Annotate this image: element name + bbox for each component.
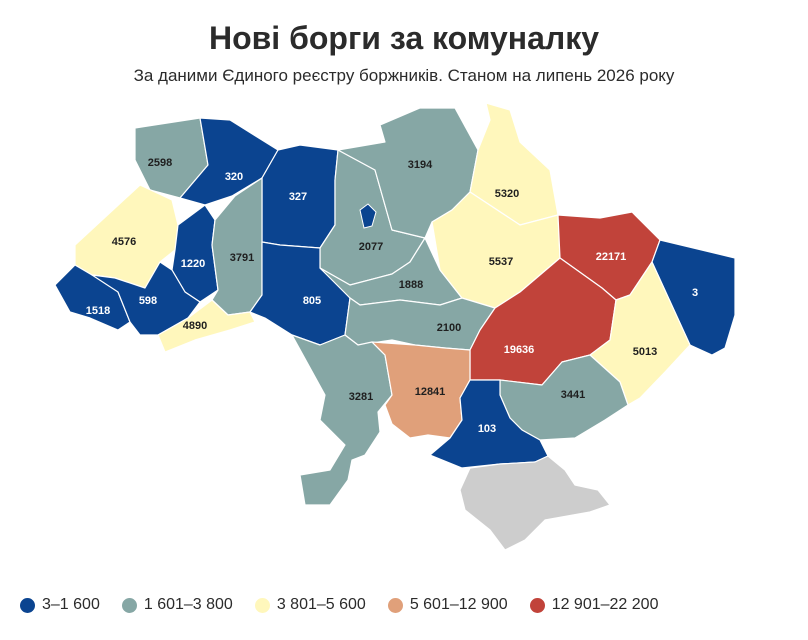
- region-value-luhansk: 3: [692, 287, 698, 299]
- region-value-ivano-frankivsk: 598: [139, 295, 157, 307]
- region-value-lviv: 4576: [112, 236, 136, 248]
- region-value-kherson: 103: [478, 423, 496, 435]
- legend-item: 3–1 600: [20, 596, 100, 614]
- region-value-rivne: 320: [225, 171, 243, 183]
- regions-layer: [54, 102, 736, 551]
- region-value-cherkasy: 1888: [399, 279, 423, 291]
- legend-swatch: [387, 597, 403, 613]
- legend-swatch: [529, 597, 545, 613]
- legend-item: 5 601–12 900: [387, 596, 508, 614]
- kyiv-city-marker: [359, 203, 377, 229]
- legend-item: 1 601–3 800: [121, 596, 233, 614]
- region-value-kharkiv: 22171: [596, 251, 627, 263]
- region-value-donetsk: 5013: [633, 346, 657, 358]
- region-value-chernivtsi: 4890: [183, 320, 207, 332]
- labels-layer: 2598 320 327 2077 3194 5320 4576 1220 3791 805 188…: [86, 157, 698, 435]
- region-chernivtsi: [157, 299, 256, 353]
- legend-label: 12 901–22 200: [551, 596, 659, 613]
- region-value-ternopil: 1220: [181, 258, 205, 270]
- region-value-sumy: 5320: [495, 188, 519, 200]
- region-odesa: [291, 334, 393, 506]
- region-value-volyn: 2598: [148, 157, 172, 169]
- legend-swatch: [20, 597, 35, 613]
- legend-label: 3 801–5 600: [276, 596, 366, 613]
- region-rivne: [179, 117, 279, 206]
- region-ivano-frankivsk: [91, 261, 201, 336]
- legend: 3–1 600 1 601–3 800 3 801–5 600 5 601–12…: [20, 596, 790, 614]
- legend-label: 1 601–3 800: [143, 596, 233, 613]
- legend-item: 3 801–5 600: [254, 596, 366, 614]
- region-value-dnipropetrovsk: 19636: [504, 344, 535, 356]
- legend-label: 3–1 600: [42, 596, 100, 613]
- legend-item: 12 901–22 200: [529, 596, 659, 614]
- region-value-zhytomyr: 327: [289, 191, 307, 203]
- map-subtitle: За даними Єдиного реєстру боржників. Ста…: [133, 66, 675, 85]
- region-donetsk: [589, 261, 691, 406]
- region-value-mykolaiv: 12841: [415, 386, 446, 398]
- region-crimea: [459, 455, 611, 551]
- region-value-odesa: 3281: [349, 391, 373, 403]
- legend-label: 5 601–12 900: [409, 596, 508, 613]
- region-value-poltava: 5537: [489, 256, 513, 268]
- region-kherson: [429, 379, 549, 469]
- region-value-kirovohrad: 2100: [437, 322, 461, 334]
- region-value-zakarpattia: 1518: [86, 305, 110, 317]
- region-value-kyiv-oblast: 2077: [359, 241, 383, 253]
- region-value-vinnytsia: 805: [303, 295, 321, 307]
- region-value-khmelnytskyi: 3791: [230, 252, 254, 264]
- legend-swatch: [121, 597, 137, 613]
- region-value-chernihiv: 3194: [408, 159, 433, 171]
- legend-swatch: [254, 597, 270, 613]
- region-value-zaporizhzhia: 3441: [561, 389, 585, 401]
- region-kirovohrad: [344, 297, 496, 351]
- region-ternopil: [171, 204, 219, 303]
- map-title: Нові борги за комуналку: [208, 20, 600, 56]
